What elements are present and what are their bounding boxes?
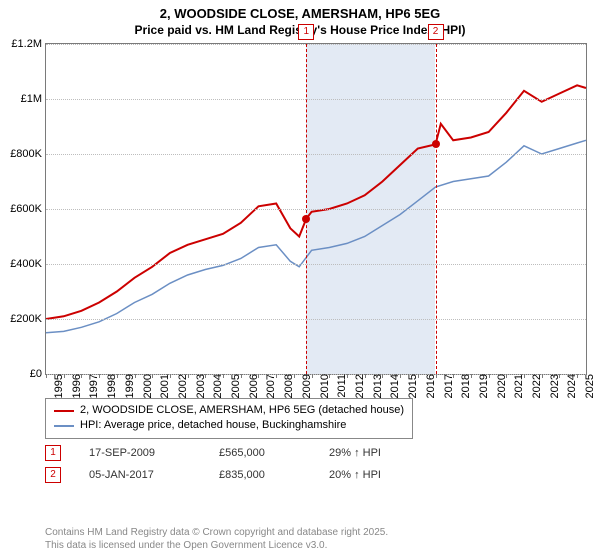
x-axis-label: 2017 (438, 374, 455, 398)
cell-price: £565,000 (219, 447, 329, 459)
x-tick (542, 374, 543, 378)
x-axis-label: 2000 (137, 374, 154, 398)
x-tick (365, 374, 366, 378)
x-axis-label: 1997 (83, 374, 100, 398)
marker-line (306, 44, 307, 374)
x-axis-label: 1995 (48, 374, 65, 398)
grid-line (46, 44, 586, 45)
x-axis-label: 2005 (225, 374, 242, 398)
row-badge: 2 (45, 467, 61, 483)
y-axis-label: £200K (10, 313, 46, 325)
grid-line (46, 209, 586, 210)
x-axis-label: 2008 (278, 374, 295, 398)
transactions-table: 1 17-SEP-2009£565,00029% ↑ HPI 2 05-JAN-201… (45, 442, 429, 486)
x-axis-label: 1998 (101, 374, 118, 398)
x-axis-label: 2023 (544, 374, 561, 398)
chart-plot-area: £0£200K£400K£600K£800K£1M£1.2M1995199619… (45, 43, 587, 375)
chart-title: 2, WOODSIDE CLOSE, AMERSHAM, HP6 5EG (0, 0, 600, 23)
series-line-hpi (46, 140, 586, 332)
x-tick (400, 374, 401, 378)
x-axis-label: 2015 (402, 374, 419, 398)
legend-item: 2, WOODSIDE CLOSE, AMERSHAM, HP6 5EG (de… (54, 403, 404, 418)
marker-line (436, 44, 437, 374)
legend-item: HPI: Average price, detached house, Buck… (54, 418, 404, 433)
x-tick (436, 374, 437, 378)
legend-label: 2, WOODSIDE CLOSE, AMERSHAM, HP6 5EG (de… (80, 403, 404, 418)
x-axis-label: 2016 (420, 374, 437, 398)
y-axis-label: £600K (10, 203, 46, 215)
x-tick (489, 374, 490, 378)
x-axis-label: 2002 (172, 374, 189, 398)
x-tick (294, 374, 295, 378)
x-tick (418, 374, 419, 378)
x-axis-label: 2014 (384, 374, 401, 398)
x-axis-label: 2006 (243, 374, 260, 398)
y-axis-label: £1.2M (11, 38, 46, 50)
y-axis-label: £1M (21, 93, 46, 105)
x-tick (471, 374, 472, 378)
footer-line: Contains HM Land Registry data © Crown c… (45, 526, 388, 539)
legend-swatch (54, 410, 74, 412)
x-tick (276, 374, 277, 378)
x-axis-label: 1996 (66, 374, 83, 398)
y-axis-label: £400K (10, 258, 46, 270)
x-tick (170, 374, 171, 378)
x-tick (117, 374, 118, 378)
x-axis-label: 2001 (154, 374, 171, 398)
y-axis-label: £0 (30, 368, 46, 380)
grid-line (46, 154, 586, 155)
marker-badge: 1 (298, 24, 314, 40)
x-tick (347, 374, 348, 378)
legend-swatch (54, 425, 74, 427)
marker-badge: 2 (428, 24, 444, 40)
grid-line (46, 99, 586, 100)
x-tick (64, 374, 65, 378)
x-axis-label: 2010 (314, 374, 331, 398)
x-tick (46, 374, 47, 378)
x-axis-label: 2007 (260, 374, 277, 398)
x-axis-label: 2012 (349, 374, 366, 398)
legend-label: HPI: Average price, detached house, Buck… (80, 418, 346, 433)
x-axis-label: 2003 (190, 374, 207, 398)
table-row: 1 17-SEP-2009£565,00029% ↑ HPI (45, 442, 429, 464)
x-axis-label: 2024 (561, 374, 578, 398)
x-tick (241, 374, 242, 378)
x-tick (188, 374, 189, 378)
x-axis-label: 2013 (367, 374, 384, 398)
x-axis-label: 2021 (508, 374, 525, 398)
x-axis-label: 2025 (579, 374, 596, 398)
series-line-price_paid (46, 85, 586, 319)
row-badge: 1 (45, 445, 61, 461)
x-axis-label: 2011 (331, 374, 348, 398)
x-tick (135, 374, 136, 378)
marker-dot (302, 215, 310, 223)
x-tick (524, 374, 525, 378)
x-axis-label: 2019 (473, 374, 490, 398)
x-axis-label: 1999 (119, 374, 136, 398)
x-axis-label: 2009 (296, 374, 313, 398)
cell-pct: 29% ↑ HPI (329, 447, 429, 459)
footer-attribution: Contains HM Land Registry data © Crown c… (45, 526, 388, 552)
x-axis-label: 2004 (207, 374, 224, 398)
y-axis-label: £800K (10, 148, 46, 160)
cell-pct: 20% ↑ HPI (329, 469, 429, 481)
x-axis-label: 2018 (455, 374, 472, 398)
x-axis-label: 2022 (526, 374, 543, 398)
x-axis-label: 2020 (491, 374, 508, 398)
x-tick (312, 374, 313, 378)
legend-box: 2, WOODSIDE CLOSE, AMERSHAM, HP6 5EG (de… (45, 398, 413, 439)
grid-line (46, 319, 586, 320)
footer-line: This data is licensed under the Open Gov… (45, 539, 388, 552)
table-row: 2 05-JAN-2017£835,00020% ↑ HPI (45, 464, 429, 486)
chart-container: 2, WOODSIDE CLOSE, AMERSHAM, HP6 5EG Pri… (0, 0, 600, 560)
x-tick (223, 374, 224, 378)
marker-dot (432, 140, 440, 148)
cell-date: 17-SEP-2009 (89, 447, 219, 459)
cell-date: 05-JAN-2017 (89, 469, 219, 481)
x-tick (577, 374, 578, 378)
x-tick (99, 374, 100, 378)
grid-line (46, 264, 586, 265)
cell-price: £835,000 (219, 469, 329, 481)
